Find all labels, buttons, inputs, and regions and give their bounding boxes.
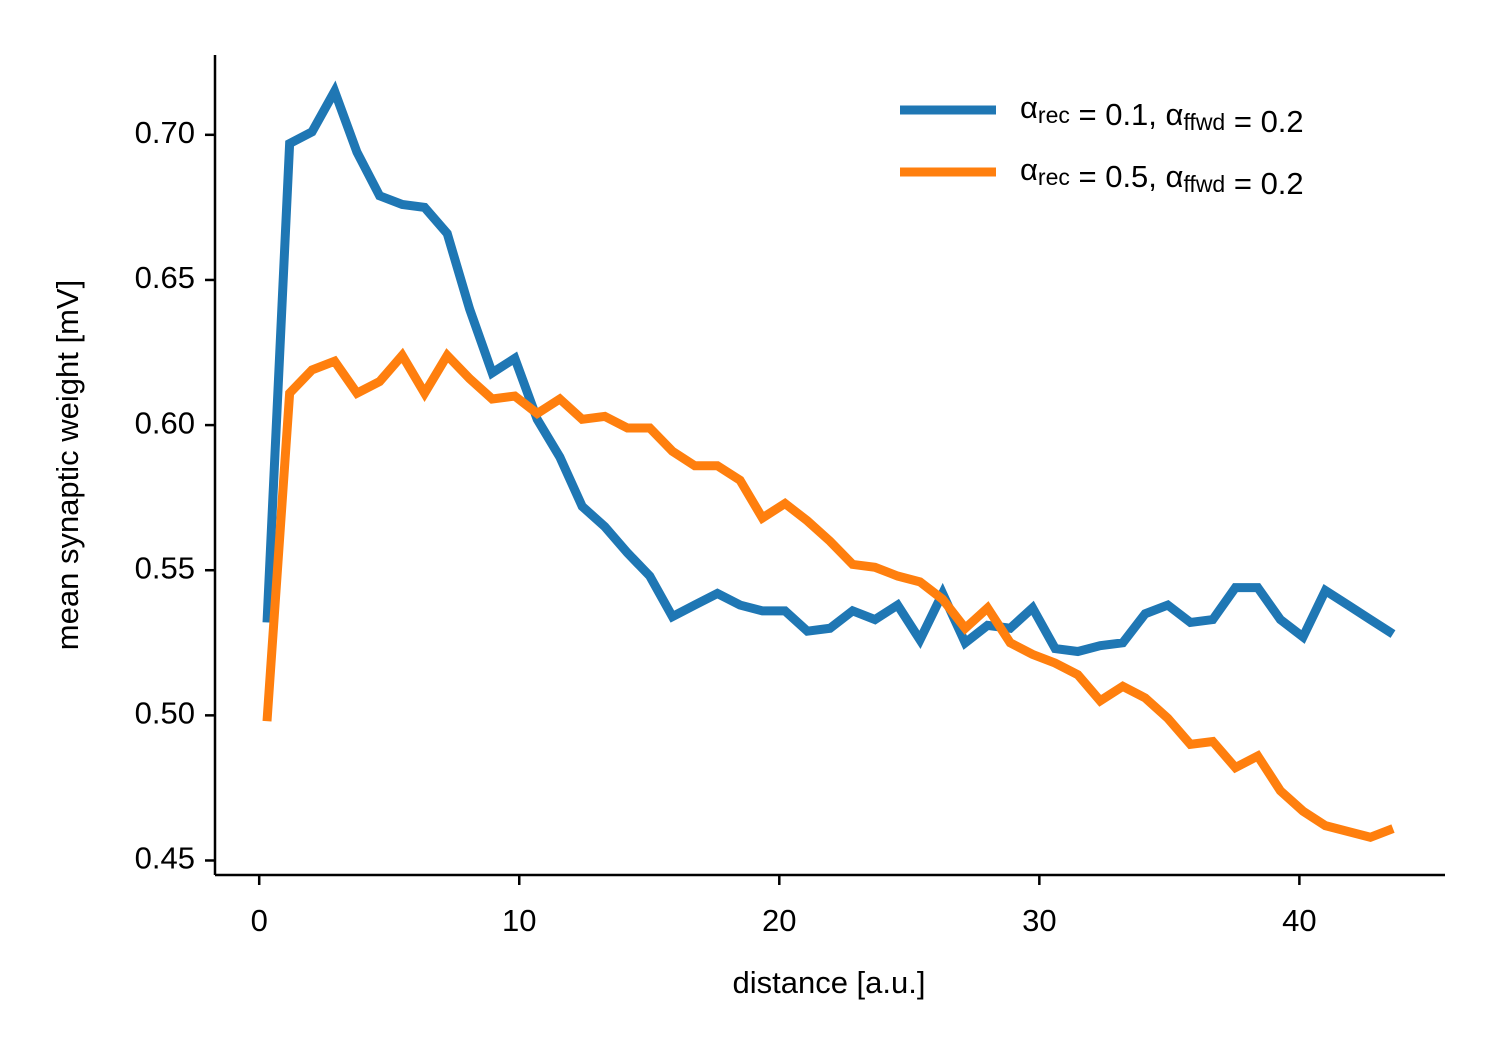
line-series — [262, 80, 1396, 657]
x-axis-label: distance [a.u.] — [732, 965, 925, 1000]
y-tick-label: 0.50 — [135, 696, 195, 731]
y-tick-label: 0.45 — [135, 841, 195, 876]
x-tick-label: 20 — [762, 903, 796, 938]
x-tick-label: 0 — [251, 903, 268, 938]
y-axis-label: mean synaptic weight [mV] — [50, 280, 85, 650]
line-series — [262, 347, 1395, 842]
x-tick-label: 30 — [1022, 903, 1056, 938]
y-tick-label: 0.70 — [135, 115, 195, 150]
y-tick-label: 0.60 — [135, 405, 195, 440]
x-tick-label: 10 — [502, 903, 536, 938]
legend-label: αrec = 0.1, αffwd = 0.2 — [1020, 90, 1304, 139]
x-tick-label: 40 — [1282, 903, 1316, 938]
legend-label: αrec = 0.5, αffwd = 0.2 — [1020, 152, 1304, 201]
y-tick-label: 0.65 — [135, 260, 195, 295]
y-tick-label: 0.55 — [135, 550, 195, 585]
